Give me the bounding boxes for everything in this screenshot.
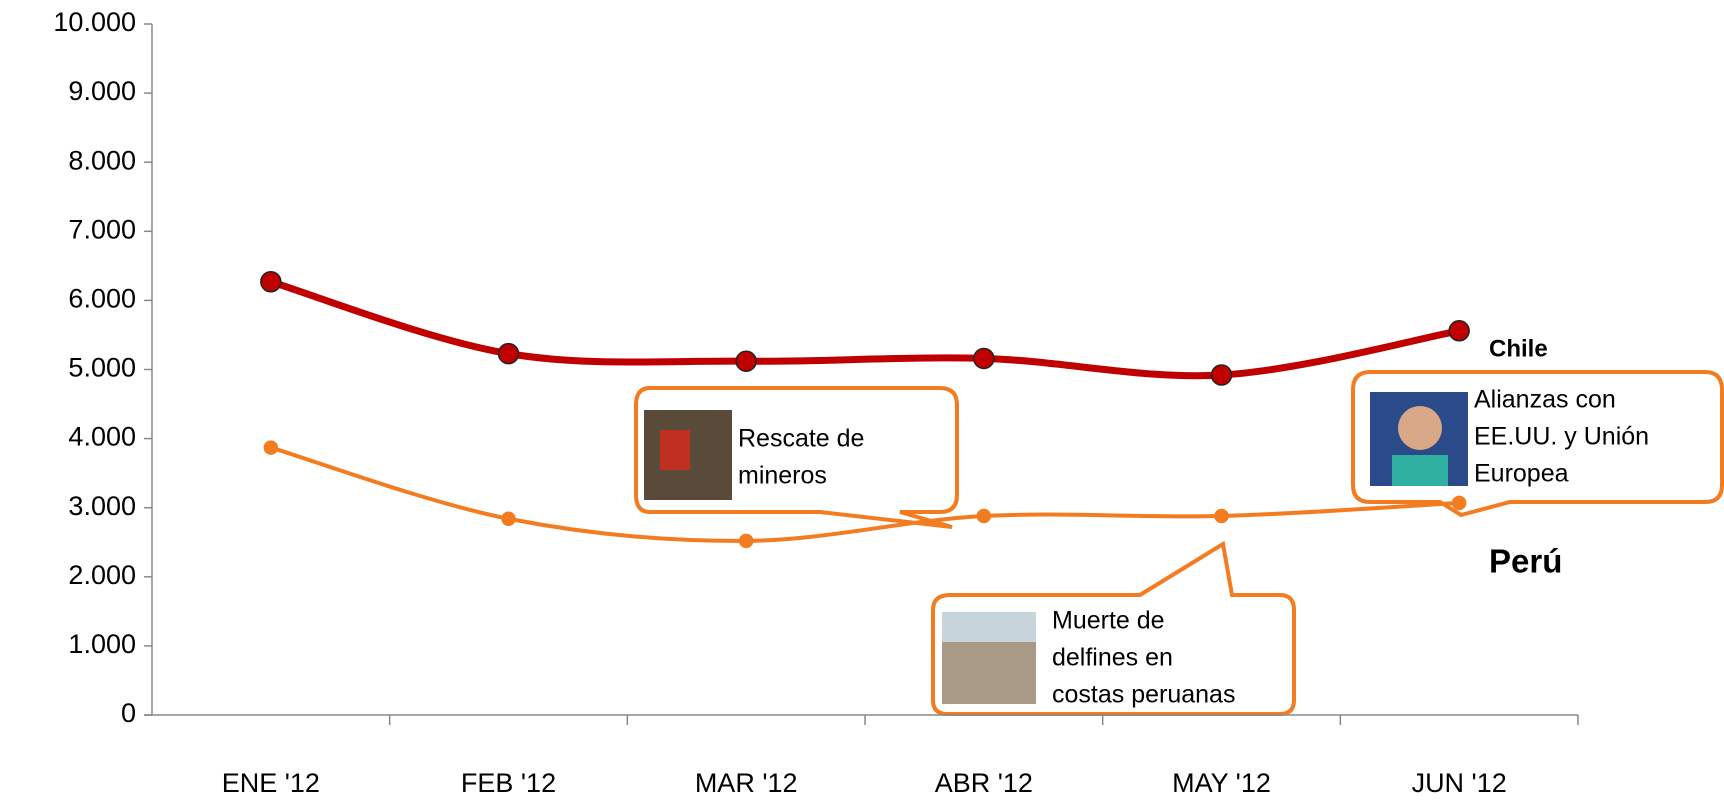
annotation: Europea [1474,460,1569,488]
annotation: Alianzas con [1474,386,1616,414]
x-tick-label: MAY '12 [1172,768,1271,798]
y-tick-label: 8.000 [68,145,136,175]
marker [1453,496,1466,509]
series-line [271,282,1459,376]
marker [261,272,281,292]
annotation: delfines en [1052,644,1173,672]
annotation: Muerte de [1052,607,1165,635]
x-tick-label: JUN '12 [1412,768,1507,798]
photo [1392,455,1448,486]
y-tick-label: 9.000 [68,76,136,106]
y-tick-label: 10.000 [53,7,136,37]
y-tick-label: 2.000 [68,560,136,590]
photo [1398,406,1442,450]
x-tick-label: ABR '12 [935,768,1033,798]
x-tick-label: ENE '12 [222,768,320,798]
photo [942,612,1036,642]
y-tick-label: 4.000 [68,422,136,452]
marker [1212,365,1232,385]
marker [502,512,515,525]
y-tick-label: 0 [121,698,136,728]
y-tick-label: 6.000 [68,284,136,314]
marker [1449,321,1469,341]
chart: 0 1.000 2.000 3.000 4.000 5.000 6.000 7.000 8.00… [0,0,1724,802]
marker [1215,509,1228,522]
annotation: EE.UU. y Unión [1474,423,1649,451]
x-tick-label: FEB '12 [461,768,556,798]
photo [660,430,690,470]
marker [736,351,756,371]
annotation: Rescate de [738,425,864,453]
y-tick-label: 1.000 [68,629,136,659]
marker [974,348,994,368]
marker [499,344,519,364]
annotation: mineros [738,462,827,490]
annotation: costas peruanas [1052,681,1235,709]
marker [977,509,990,522]
y-tick-label: 3.000 [68,491,136,521]
marker [740,534,753,547]
series-label: Perú [1489,543,1562,580]
x-tick-label: MAR '12 [695,768,798,798]
marker [264,441,277,454]
y-tick-label: 5.000 [68,353,136,383]
series-label: Chile [1489,335,1548,362]
y-tick-label: 7.000 [68,214,136,244]
